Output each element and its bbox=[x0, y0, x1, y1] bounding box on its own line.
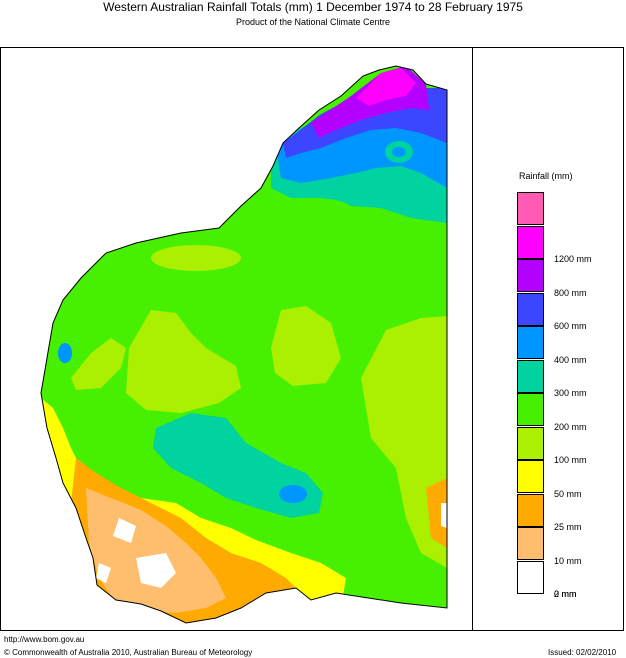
legend-swatch bbox=[517, 426, 544, 460]
legend-label: 10 mm bbox=[554, 555, 582, 566]
rain-zone-100-north bbox=[151, 245, 241, 271]
legend-label: 200 mm bbox=[554, 421, 587, 432]
legend-swatch bbox=[517, 259, 544, 292]
map-subtitle: Product of the National Climate Centre bbox=[235, 17, 391, 27]
legend-swatch bbox=[517, 359, 544, 393]
legend-swatch bbox=[517, 192, 544, 225]
issued-date: Issued: 02/02/2010 bbox=[548, 648, 617, 657]
copyright-notice: © Commonwealth of Australia 2010, Austra… bbox=[4, 648, 253, 657]
legend-swatch bbox=[517, 560, 544, 594]
legend-title: Rainfall (mm) bbox=[519, 171, 573, 181]
legend-label: 1200 mm bbox=[554, 254, 592, 264]
legend-divider bbox=[472, 47, 473, 631]
legend-label: 600 mm bbox=[554, 321, 587, 331]
legend-label: 25 mm bbox=[554, 522, 582, 532]
legend-label: 400 mm bbox=[554, 354, 587, 365]
legend-swatch bbox=[517, 460, 544, 493]
legend-label: 0 mm bbox=[554, 589, 577, 599]
legend-swatch bbox=[517, 527, 544, 560]
map-title: Western Australian Rainfall Totals (mm) … bbox=[103, 0, 523, 14]
rain-zone-100-west bbox=[71, 338, 126, 390]
legend-swatch bbox=[517, 225, 544, 259]
rainfall-map bbox=[40, 65, 448, 624]
rain-zone-100-interior-b bbox=[126, 310, 241, 413]
legend-label: 100 mm bbox=[554, 455, 587, 465]
legend-label: 50 mm bbox=[554, 488, 582, 499]
legend-swatch bbox=[517, 326, 544, 359]
legend-label: 800 mm bbox=[554, 287, 587, 298]
legend-label: 300 mm bbox=[554, 388, 587, 398]
legend-swatch bbox=[517, 393, 544, 426]
rain-zone-1200 bbox=[356, 68, 416, 106]
map-frame bbox=[0, 47, 624, 631]
legend-swatch bbox=[517, 493, 544, 527]
rain-zone-100-east bbox=[361, 316, 447, 568]
source-url[interactable]: http://www.bom.gov.au bbox=[4, 635, 85, 644]
legend-label: 2 mm bbox=[554, 589, 577, 599]
legend-swatch bbox=[517, 292, 544, 326]
rain-zone-400-north bbox=[392, 147, 406, 157]
rain-zone-100-interior-a bbox=[271, 306, 341, 386]
